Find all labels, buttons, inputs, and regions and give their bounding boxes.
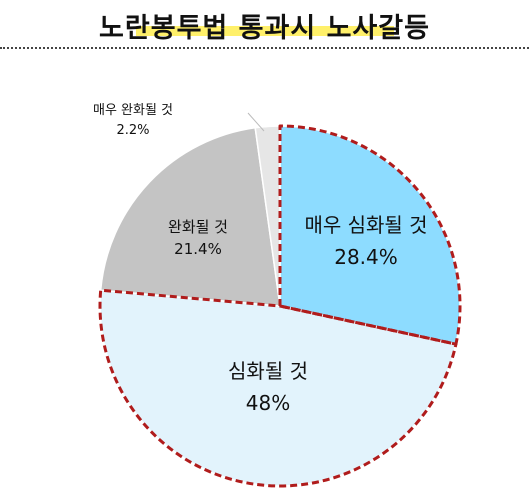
label-very-ease-name: 매우 완화될 것 [93, 103, 173, 118]
label-intensify-name: 심화될 것 [228, 359, 308, 383]
title-divider [0, 47, 529, 49]
title-highlight [136, 26, 394, 36]
label-very-ease-value: 2.2% [116, 123, 149, 138]
slice-ease [99, 126, 281, 307]
label-ease-name: 완화될 것 [168, 218, 228, 236]
label-ease-value: 21.4% [174, 240, 222, 258]
label-very-intensify-value: 28.4% [334, 245, 398, 269]
slice-very-intensify-dashed-border [278, 124, 462, 346]
label-intensify-value: 48% [246, 391, 290, 415]
leader-line [247, 112, 265, 132]
title-area: 노란봉투법 통과시 노사갈등 [0, 0, 529, 44]
label-very-intensify-name: 매우 심화될 것 [304, 213, 427, 237]
slice-intensify-dashed-border [98, 288, 458, 488]
chart-title: 노란봉투법 통과시 노사갈등 [99, 13, 430, 44]
